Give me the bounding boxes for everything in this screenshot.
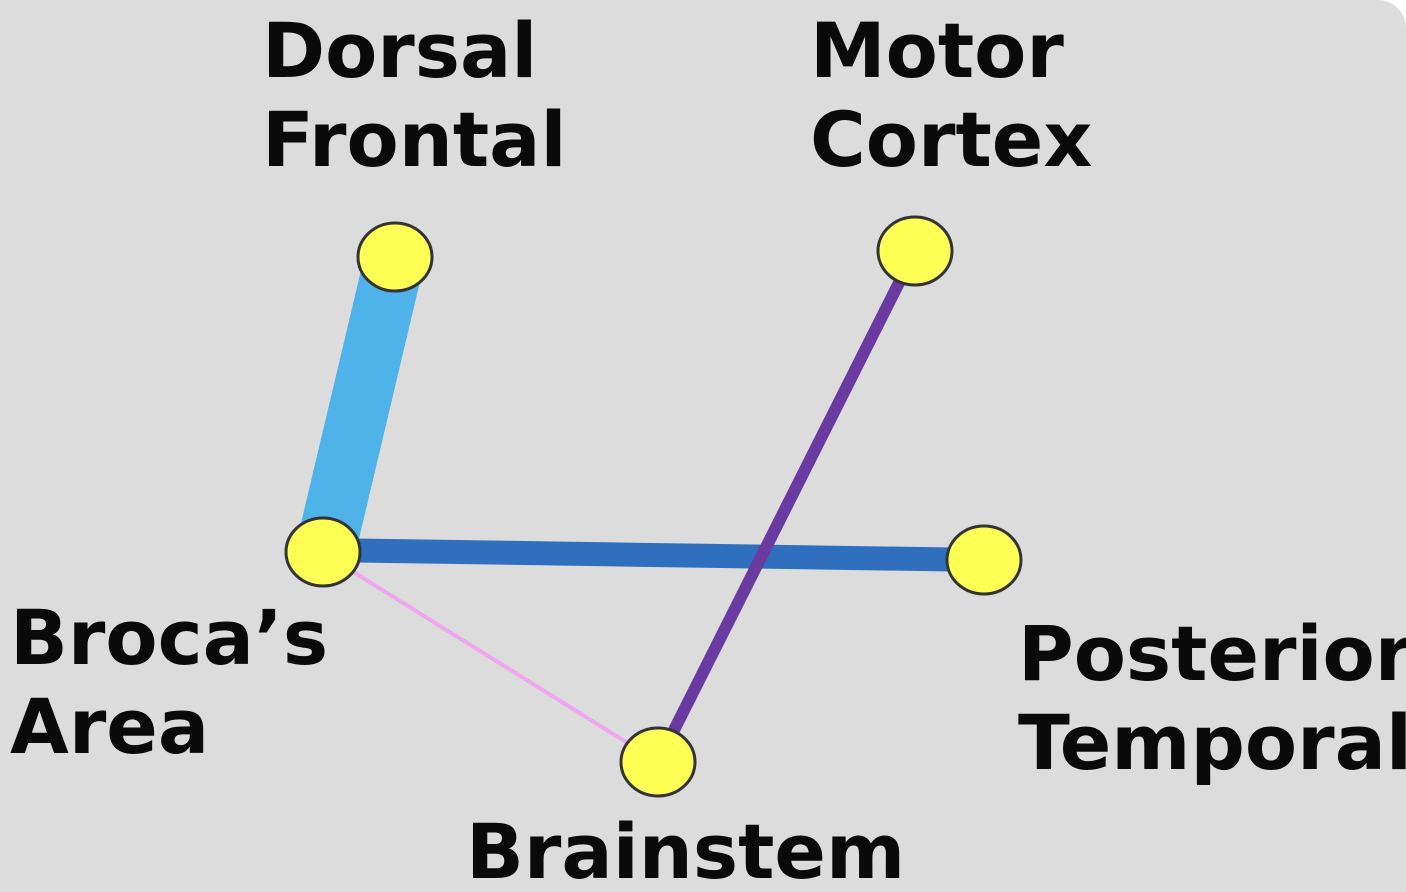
node-brainstem	[619, 726, 697, 798]
node-motor-cortex	[876, 215, 954, 287]
label-dorsal-frontal: Dorsal Frontal	[262, 6, 567, 184]
label-brainstem: Brainstem	[466, 807, 905, 892]
edge-brocas-area-brainstem	[321, 551, 660, 764]
label-brocas-area: Broca’s Area	[10, 593, 355, 771]
node-posterior-temporal	[945, 524, 1023, 596]
label-posterior-temporal: Posterior Temporal	[1018, 609, 1406, 787]
edge-brocas-area-posterior-temporal	[322, 538, 986, 572]
edge-motor-cortex-brainstem	[652, 248, 921, 765]
node-brocas-area	[284, 516, 362, 588]
node-dorsal-frontal	[356, 221, 434, 293]
edge-brocas-area-dorsal-frontal	[295, 250, 425, 559]
label-motor-cortex: Motor Cortex	[810, 6, 1092, 184]
